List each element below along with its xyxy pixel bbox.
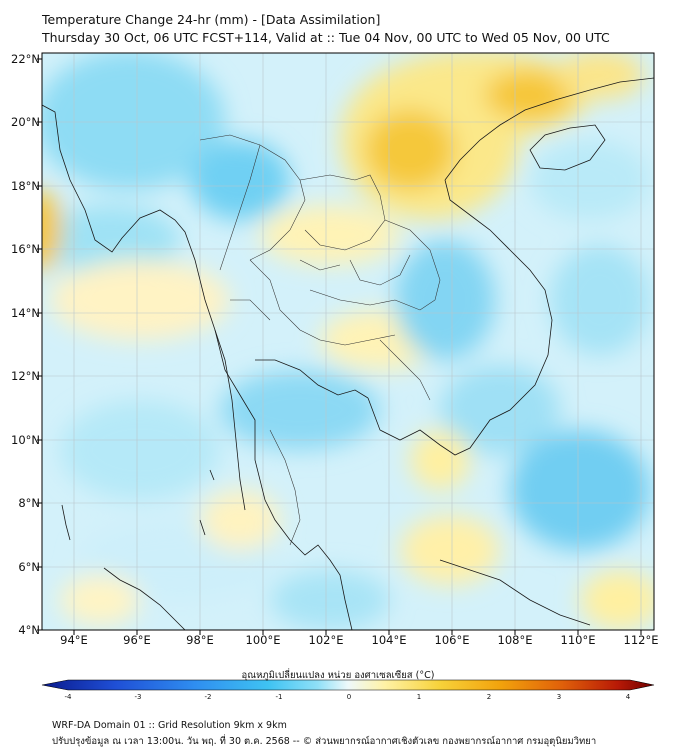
lat-label-20: 20°N	[11, 115, 40, 129]
lon-label-94: 94°E	[60, 633, 88, 647]
lat-label-8: 8°N	[18, 496, 40, 510]
lon-label-100: 100°E	[245, 633, 281, 647]
lon-label-104: 104°E	[371, 633, 407, 647]
lat-label-4: 4°N	[18, 623, 40, 637]
lon-label-108: 108°E	[497, 633, 533, 647]
footer-credit: ปรับปรุงข้อมูล ณ เวลา 13:00น. วัน พฤ. ที…	[52, 736, 597, 747]
coastlines	[42, 77, 654, 630]
colorbar-tick: -2	[204, 693, 212, 701]
map-frame	[41, 52, 655, 631]
graticule	[42, 53, 654, 630]
colorbar-tick: 1	[416, 693, 422, 701]
map-subtitle: Thursday 30 Oct, 06 UTC FCST+114, Valid …	[42, 30, 610, 45]
lon-label-106: 106°E	[434, 633, 470, 647]
colorbar-tick: 4	[625, 693, 631, 701]
lat-label-14: 14°N	[11, 306, 40, 320]
lat-label-16: 16°N	[11, 242, 40, 256]
lat-label-6: 6°N	[18, 560, 40, 574]
colorbar-tick: -3	[134, 693, 142, 701]
colorbar-tick: -1	[275, 693, 283, 701]
colorbar	[41, 679, 655, 691]
lat-label-12: 12°N	[11, 369, 40, 383]
lon-label-96: 96°E	[123, 633, 151, 647]
lon-label-110: 110°E	[560, 633, 596, 647]
colorbar-tick: 2	[486, 693, 492, 701]
lat-label-18: 18°N	[11, 179, 40, 193]
colorbar-tick: 0	[346, 693, 352, 701]
colorbar-title: อุณหภูมิเปลี่ยนแปลง หน่วย องศาเซลเซียส (…	[241, 670, 435, 681]
colorbar-tick: 3	[556, 693, 562, 701]
provincial-borders	[199, 134, 441, 546]
lat-label-22: 22°N	[11, 52, 40, 66]
lon-label-102: 102°E	[308, 633, 344, 647]
lon-label-98: 98°E	[186, 633, 214, 647]
map-title: Temperature Change 24-hr (mm) - [Data As…	[42, 12, 381, 27]
temperature-field	[42, 53, 654, 630]
colorbar-tick: -4	[64, 693, 72, 701]
footer-model-info: WRF-DA Domain 01 :: Grid Resolution 9km …	[52, 720, 287, 731]
lat-label-10: 10°N	[11, 433, 40, 447]
lon-label-112: 112°E	[623, 633, 659, 647]
axis-ticks	[37, 58, 642, 635]
